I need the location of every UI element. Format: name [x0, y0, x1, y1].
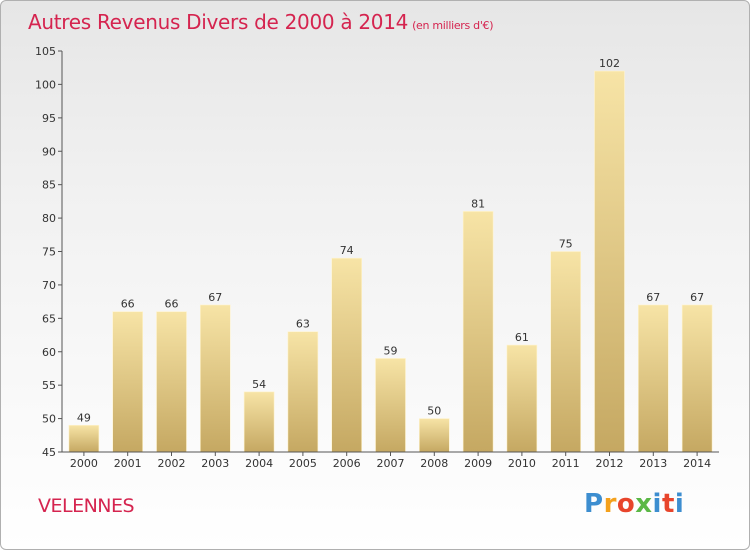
bar-2013: [637, 304, 669, 453]
x-tick-label-2002: 2002: [158, 457, 186, 470]
bar-2002: [156, 311, 187, 453]
y-tick-label: 50: [42, 413, 56, 426]
data-label-2010: 61: [515, 331, 529, 344]
bar-2010: [506, 344, 538, 453]
data-label-2005: 63: [296, 318, 310, 331]
x-tick-label-2001: 2001: [114, 457, 142, 470]
x-tick-label-2012: 2012: [596, 457, 624, 470]
x-tick-label-2004: 2004: [245, 457, 273, 470]
chart-subtitle: (en milliers d'€): [412, 19, 494, 32]
bar-2003: [200, 304, 231, 453]
y-tick-label: 95: [42, 112, 56, 125]
data-label-2004: 54: [252, 378, 266, 391]
x-tick-label-2013: 2013: [639, 457, 667, 470]
data-label-2006: 74: [340, 244, 354, 257]
bar-2006: [331, 257, 363, 453]
proxiti-logo[interactable]: Proxiti: [584, 489, 685, 519]
chart-title-text: Autres Revenus Divers de 2000 à 2014: [28, 10, 409, 34]
data-label-2014: 67: [690, 291, 704, 304]
bar-2004: [243, 391, 275, 453]
x-tick-label-2014: 2014: [683, 457, 711, 470]
y-tick-label: 55: [42, 379, 56, 392]
x-tick-label-2010: 2010: [508, 457, 536, 470]
chart-title: Autres Revenus Divers de 2000 à 2014 (en …: [28, 10, 494, 34]
data-label-2002: 66: [165, 298, 179, 311]
bar-2005: [287, 331, 319, 453]
data-label-2003: 67: [208, 291, 222, 304]
data-label-2007: 59: [384, 344, 398, 357]
x-tick-label-2011: 2011: [552, 457, 580, 470]
x-tick-label-2005: 2005: [289, 457, 317, 470]
data-label-2009: 81: [471, 197, 485, 210]
y-tick-label: 75: [42, 246, 56, 259]
y-tick-label: 65: [42, 312, 56, 325]
bar-2012: [594, 70, 625, 453]
data-label-2000: 49: [77, 411, 91, 424]
data-label-2011: 75: [559, 238, 573, 251]
y-tick-label: 45: [42, 446, 56, 459]
y-tick-label: 85: [42, 179, 56, 192]
y-tick-label: 105: [35, 45, 56, 58]
y-tick-label: 70: [42, 279, 56, 292]
bar-2000: [68, 424, 100, 453]
x-tick-label-2009: 2009: [464, 457, 492, 470]
x-tick-label-2007: 2007: [377, 457, 405, 470]
commune-name: VELENNES: [38, 495, 135, 517]
y-tick-label: 80: [42, 212, 56, 225]
bar-2007: [375, 358, 406, 453]
x-tick-label-2006: 2006: [333, 457, 361, 470]
data-label-2013: 67: [646, 291, 660, 304]
x-tick-label-2003: 2003: [201, 457, 229, 470]
bar-2001: [112, 311, 143, 453]
y-tick-label: 60: [42, 346, 56, 359]
bar-2008: [418, 418, 450, 453]
x-tick-label-2000: 2000: [70, 457, 98, 470]
bar-2014: [681, 304, 713, 453]
bar-2009: [462, 211, 494, 453]
data-label-2001: 66: [121, 298, 135, 311]
data-label-2008: 50: [427, 405, 441, 418]
x-tick-label-2008: 2008: [420, 457, 448, 470]
bar-2011: [550, 251, 582, 453]
y-tick-label: 90: [42, 145, 56, 158]
data-label-2012: 102: [599, 57, 620, 70]
y-tick-label: 100: [35, 78, 56, 91]
